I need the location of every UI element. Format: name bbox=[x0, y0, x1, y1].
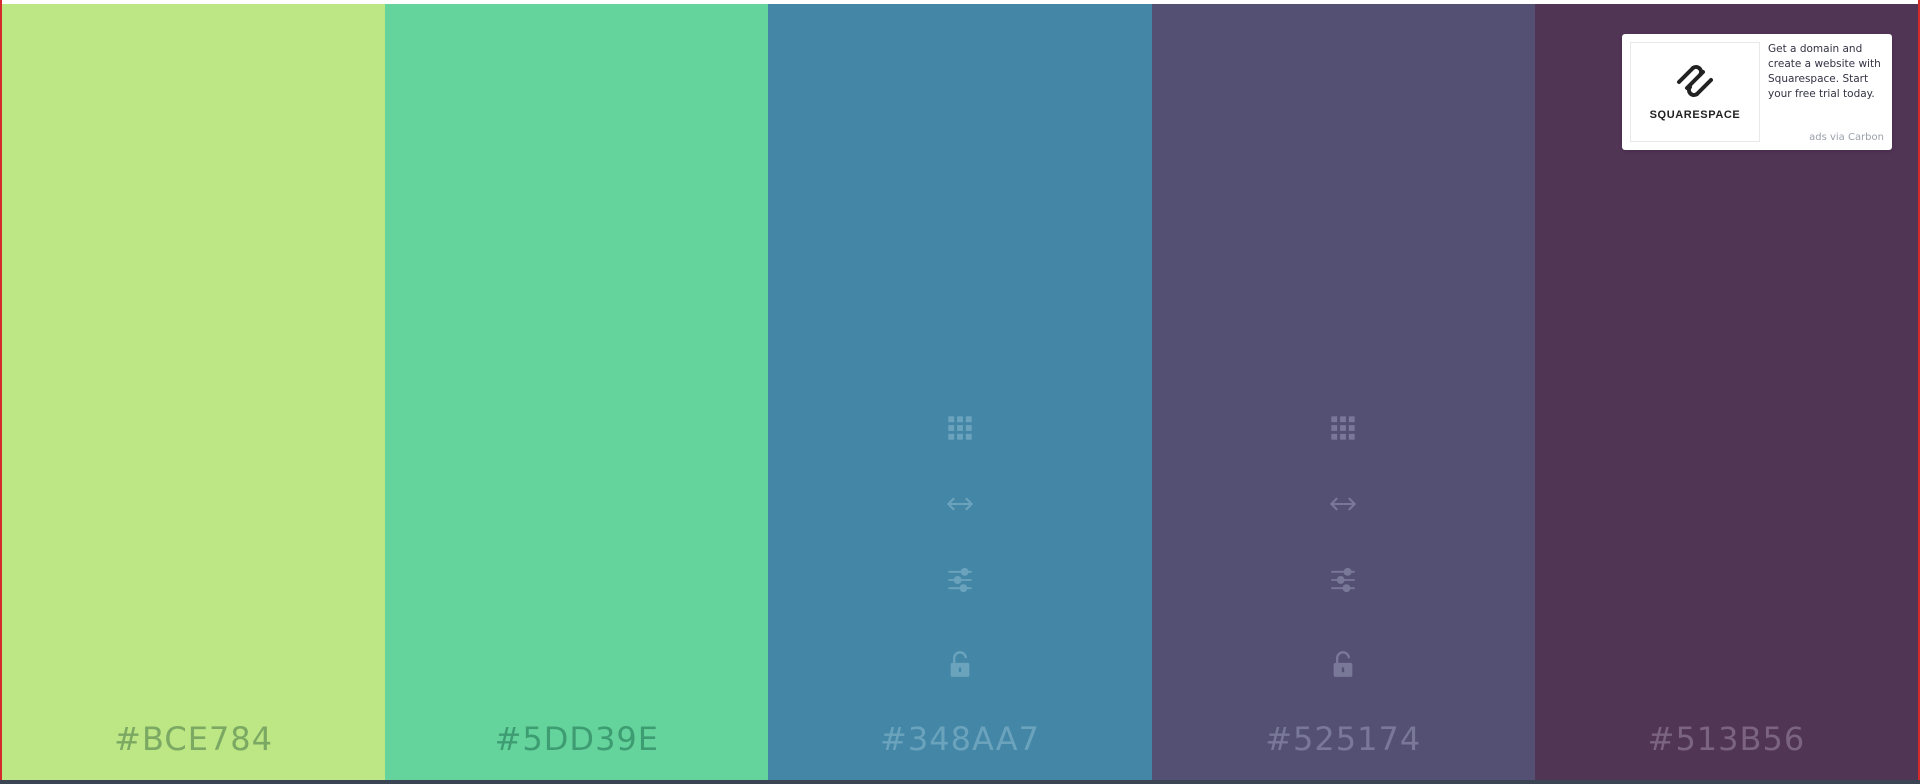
hex-code-label[interactable]: #513B56 bbox=[1647, 720, 1806, 758]
color-swatch-2[interactable]: #5DD39E bbox=[385, 4, 769, 780]
arrows-horizontal-icon[interactable] bbox=[944, 488, 976, 520]
sliders-icon[interactable] bbox=[944, 564, 976, 596]
ad-via-link[interactable]: ads via Carbon bbox=[1809, 132, 1884, 143]
swatch-toolbar bbox=[1323, 412, 1363, 680]
arrows-horizontal-icon[interactable] bbox=[1327, 488, 1359, 520]
sliders-icon[interactable] bbox=[1327, 564, 1359, 596]
swatch-toolbar bbox=[940, 412, 980, 680]
lock-icon[interactable] bbox=[944, 648, 976, 680]
top-border bbox=[0, 0, 1920, 4]
bottom-border bbox=[0, 780, 1920, 784]
color-swatch-3[interactable]: #348AA7 bbox=[768, 4, 1152, 780]
hex-code-label[interactable]: #BCE784 bbox=[114, 720, 274, 758]
color-swatch-1[interactable]: #BCE784 bbox=[2, 4, 386, 780]
lock-icon[interactable] bbox=[1327, 648, 1359, 680]
left-border bbox=[0, 0, 2, 784]
hex-code-label[interactable]: #5DD39E bbox=[494, 720, 659, 758]
right-border bbox=[1918, 0, 1920, 784]
shades-grid-icon[interactable] bbox=[1327, 412, 1359, 444]
ad-image[interactable]: SQUARESPACE bbox=[1630, 42, 1760, 142]
ad-brand-name: SQUARESPACE bbox=[1649, 108, 1741, 121]
carbon-ad: SQUARESPACE Get a domain and create a we… bbox=[1622, 34, 1892, 150]
hex-code-label[interactable]: #348AA7 bbox=[880, 720, 1040, 758]
squarespace-logo-icon bbox=[1673, 64, 1717, 103]
ad-description[interactable]: Get a domain and create a website with S… bbox=[1768, 43, 1881, 100]
hex-code-label[interactable]: #525174 bbox=[1265, 720, 1422, 758]
color-palette: #BCE784 #5DD39E #348AA7 bbox=[2, 4, 1919, 780]
color-swatch-4[interactable]: #525174 bbox=[1151, 4, 1535, 780]
shades-grid-icon[interactable] bbox=[944, 412, 976, 444]
